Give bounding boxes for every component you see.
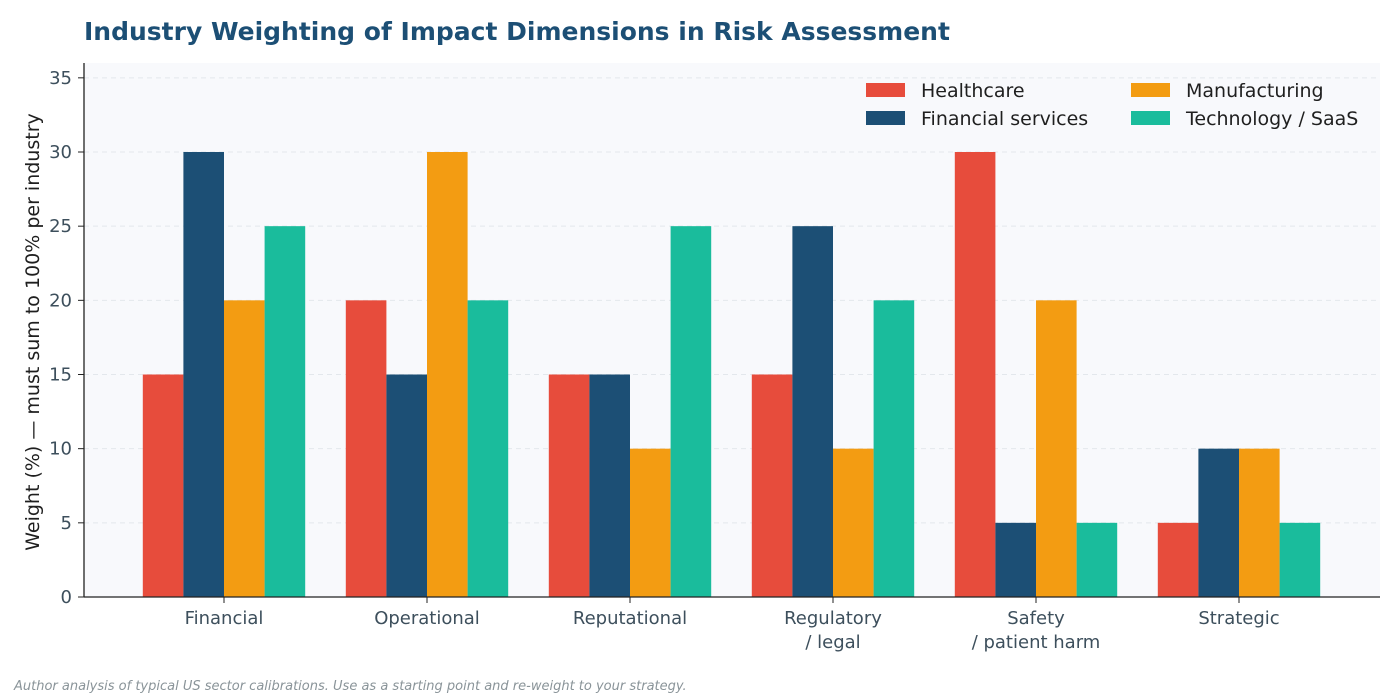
bar	[142, 374, 184, 597]
x-tick-label: Strategic	[1198, 608, 1279, 629]
x-tick-label: Safety / patient harm	[972, 608, 1101, 653]
y-tick-label: 15	[49, 365, 72, 386]
bar	[386, 374, 427, 597]
x-tick-label: Operational	[374, 608, 480, 629]
bar	[630, 448, 671, 597]
x-tick-label: Regulatory / legal	[784, 608, 882, 653]
bar	[1239, 448, 1280, 597]
bar	[670, 226, 712, 597]
bar	[224, 300, 265, 597]
bar	[1157, 522, 1199, 597]
legend-swatch	[1131, 83, 1170, 97]
bar	[589, 374, 630, 597]
legend-swatch	[866, 111, 905, 125]
bar	[995, 522, 1036, 597]
bar	[467, 300, 509, 597]
legend-label: Financial services	[921, 108, 1088, 130]
bar	[1279, 522, 1321, 597]
legend-label: Technology / SaaS	[1185, 108, 1358, 130]
legend-swatch	[866, 83, 905, 97]
y-tick-label: 30	[49, 142, 72, 163]
legend: Healthcare Financial services Manufacturin…	[866, 80, 1358, 130]
bar	[1036, 300, 1077, 597]
x-tick-label: Financial	[185, 608, 264, 629]
legend-swatch	[1131, 111, 1170, 125]
y-tick-label: 35	[49, 68, 72, 89]
bar	[1198, 448, 1239, 597]
bar	[954, 152, 996, 597]
legend-label: Manufacturing	[1186, 80, 1324, 102]
bar	[264, 226, 306, 597]
y-tick-label: 25	[49, 216, 72, 237]
x-tick-label: Reputational	[573, 608, 687, 629]
chart-title: Industry Weighting of Impact Dimensions …	[84, 17, 950, 46]
y-tick-label: 0	[61, 587, 72, 608]
bar	[427, 152, 468, 597]
y-tick-label: 10	[49, 439, 72, 460]
bar	[833, 448, 874, 597]
bar	[345, 300, 387, 597]
y-tick-label: 20	[49, 290, 72, 311]
y-tick-label: 5	[61, 513, 72, 534]
legend-label: Healthcare	[921, 80, 1025, 102]
bar	[873, 300, 915, 597]
bar	[792, 226, 833, 597]
y-axis-label: Weight (%) — must sum to 100% per indust…	[22, 113, 44, 551]
plot-area: 0 5 10 15 20 25 30 35 Financial Operational Reputa…	[49, 63, 1380, 653]
bar	[548, 374, 590, 597]
footnote: Author analysis of typical US sector cal…	[14, 679, 687, 694]
bar	[751, 374, 793, 597]
bar	[1076, 522, 1118, 597]
bar	[183, 152, 224, 597]
